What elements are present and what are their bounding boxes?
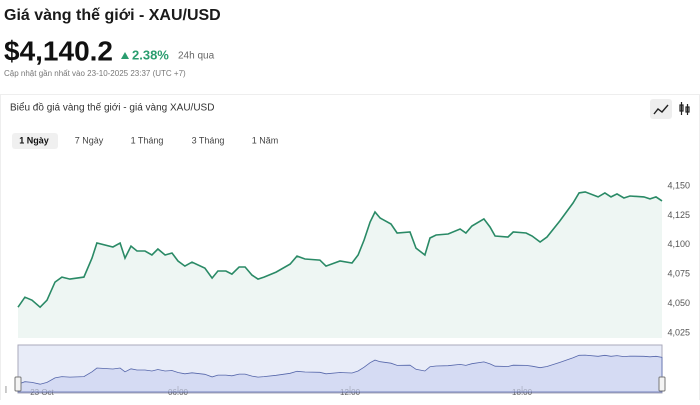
page-title: Giá vàng thế giới - XAU/USD <box>4 7 221 24</box>
panel-title: Biểu đồ giá vàng thế giới - giá vàng XAU… <box>10 102 214 114</box>
y-tick-label: 4,125 <box>667 210 690 220</box>
active-tab <box>12 133 58 149</box>
navigator-handle[interactable] <box>658 376 666 392</box>
candle-view-button[interactable] <box>679 102 690 115</box>
x-tick-label: 23 Oct <box>30 388 54 397</box>
line-view-button[interactable] <box>650 99 672 119</box>
plot: 4,025 4,050 4,075 4,100 4,125 4,150 23 Oct 06:0… <box>5 180 690 397</box>
price-line <box>17 191 663 309</box>
line-icon <box>653 104 669 115</box>
area-fill <box>18 191 662 338</box>
change: 2.38% <box>132 47 169 62</box>
navigator-line <box>17 354 663 393</box>
range-tab[interactable]: 1 Năm <box>252 135 279 145</box>
x-tick-label: 06:00 <box>168 388 189 397</box>
y-tick-label: 4,050 <box>667 298 690 308</box>
up-arrow <box>121 52 129 59</box>
price: $4,140.2 <box>4 35 113 66</box>
navigator-handle[interactable] <box>14 376 22 392</box>
range-tab[interactable]: 1 Ngày <box>19 135 49 145</box>
y-tick-label: 4,100 <box>667 239 690 249</box>
range-tab[interactable]: 1 Tháng <box>131 135 164 145</box>
change-period: 24h qua <box>178 51 215 62</box>
y-tick-label: 4,075 <box>667 269 690 279</box>
range-tab[interactable]: 3 Tháng <box>192 135 225 145</box>
y-tick-label: 4,025 <box>667 328 690 338</box>
range-tabs: 1 Ngày 7 Ngày 1 Tháng 3 Tháng 1 Năm <box>12 133 278 149</box>
range-tab[interactable]: 7 Ngày <box>75 135 104 145</box>
updated: Cập nhật gần nhất vào 23-10-2025 23:37 (… <box>4 69 186 78</box>
x-tick-label: 18:00 <box>512 388 533 397</box>
x-tick-label: 12:00 <box>340 388 361 397</box>
y-tick-label: 4,150 <box>667 180 690 190</box>
